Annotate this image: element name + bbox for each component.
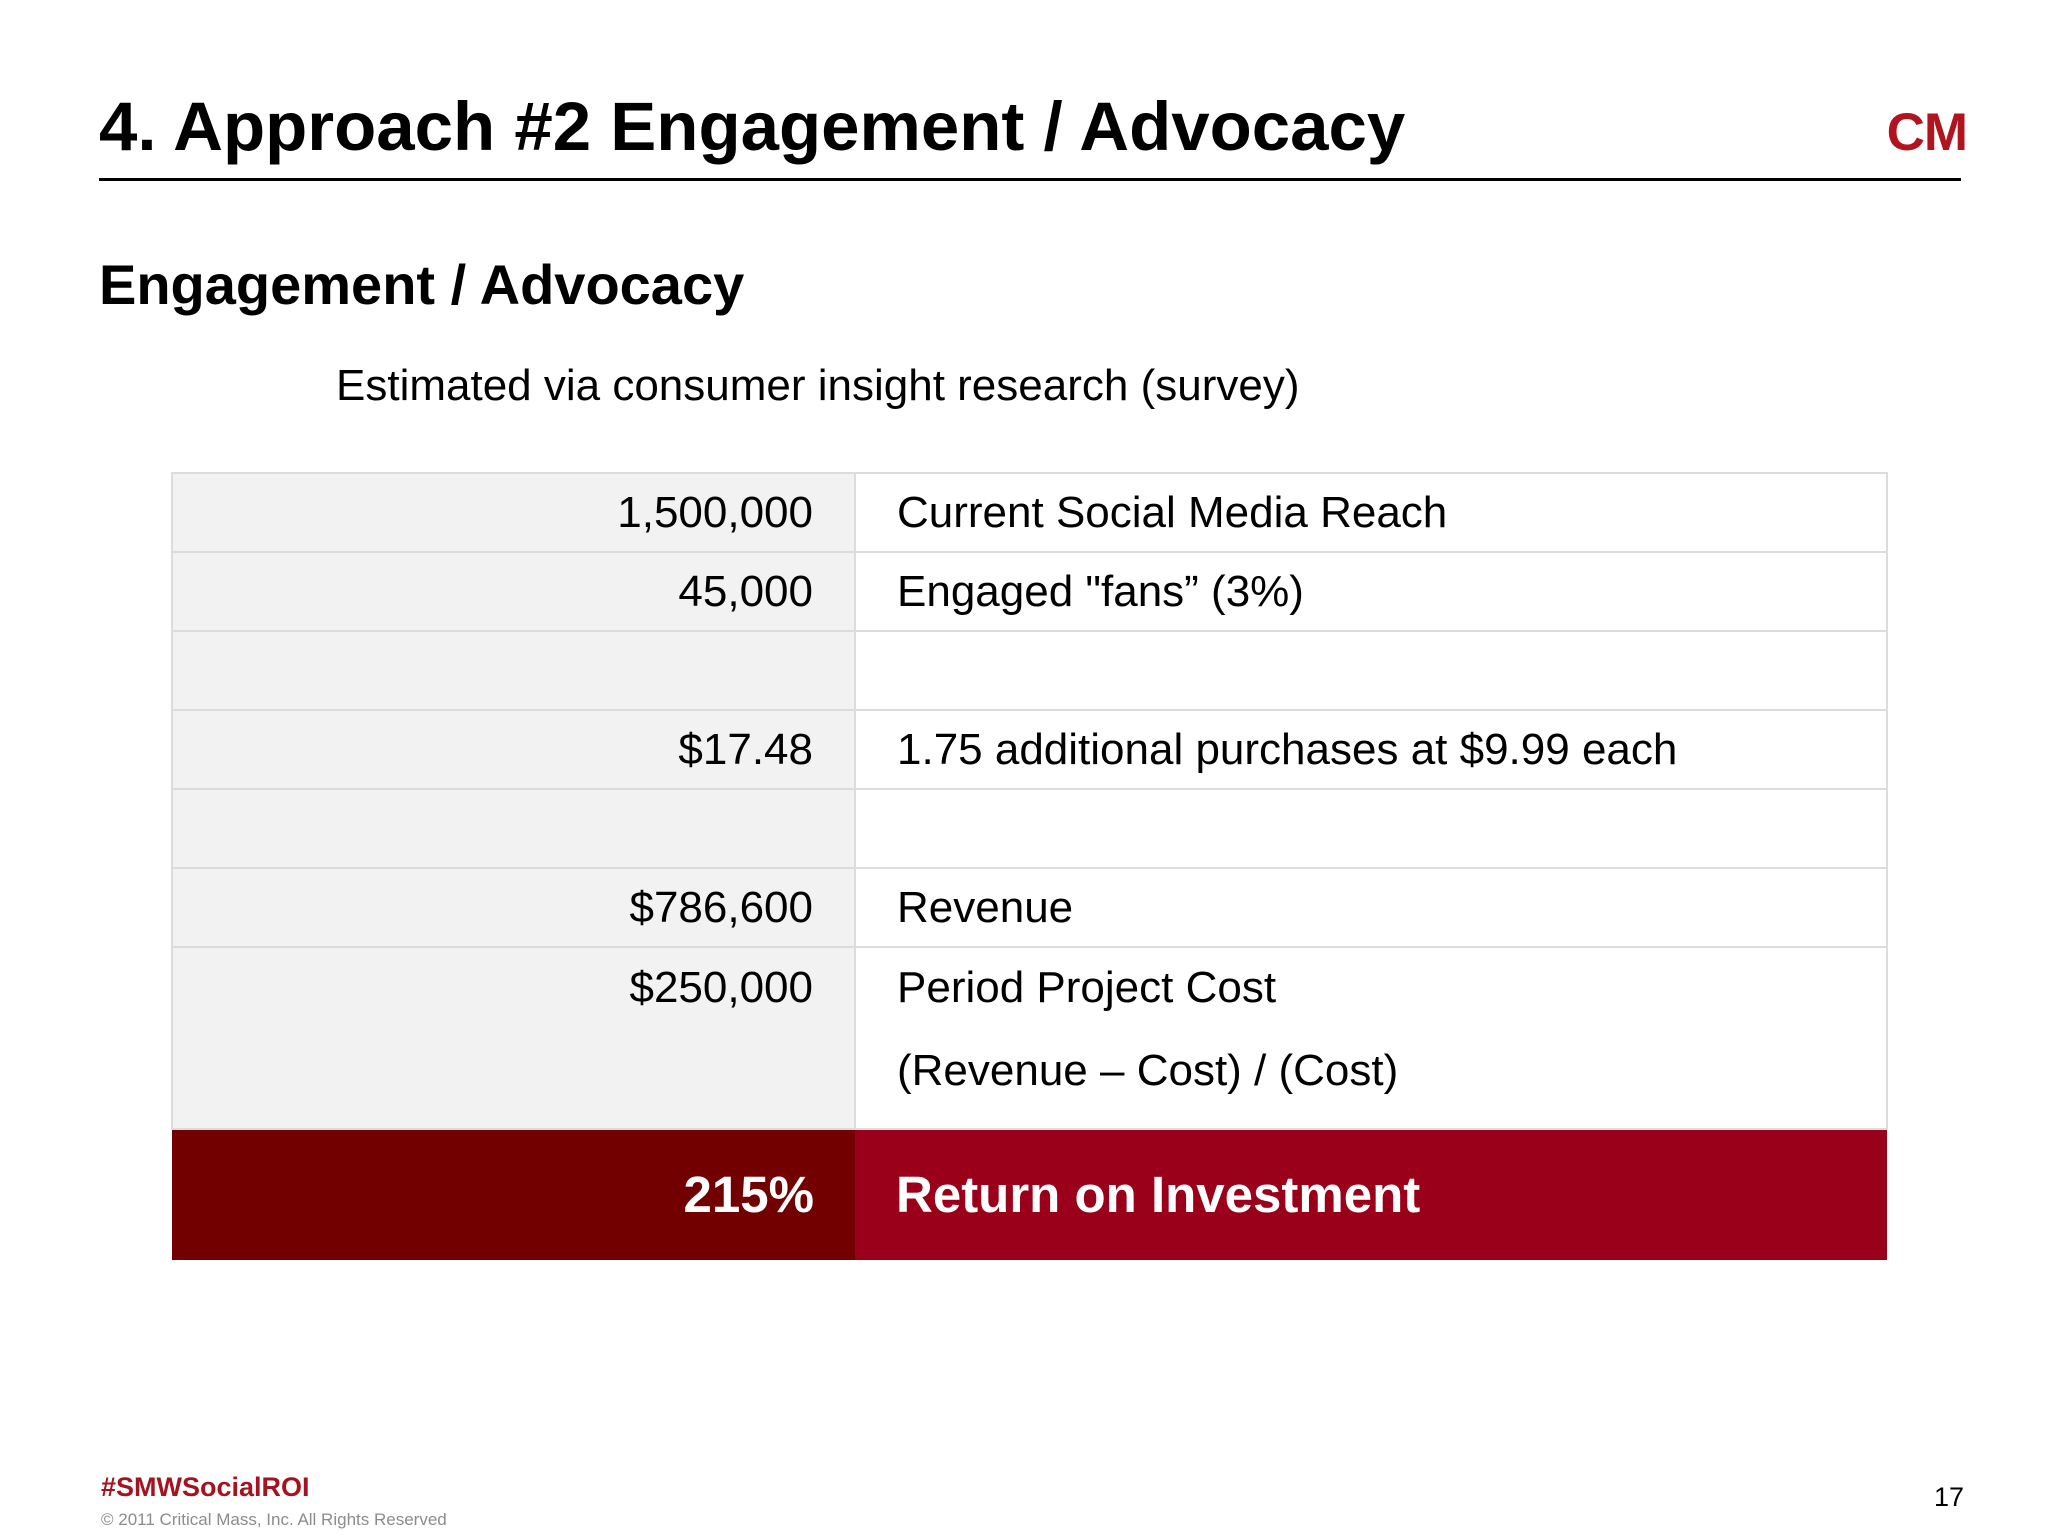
table-row [171, 630, 1888, 711]
footer-copyright: © 2011 Critical Mass, Inc. All Rights Re… [101, 1510, 447, 1529]
row-description: Current Social Media Reach [854, 472, 1888, 553]
section-subtitle: Estimated via consumer insight research … [336, 361, 1300, 410]
row-value: $786,600 [171, 867, 856, 948]
table-row [171, 788, 1888, 869]
roi-result-row: 215% Return on Investment [172, 1129, 1887, 1260]
row-value: 1,500,000 [171, 472, 856, 553]
row-value [171, 630, 856, 711]
roi-formula: (Revenue – Cost) / (Cost) [897, 1046, 1399, 1095]
table-row: $786,600 Revenue [171, 867, 1888, 948]
roi-label: Return on Investment [855, 1129, 1887, 1260]
row-value: $250,000 [171, 946, 856, 1130]
row-value: $17.48 [171, 709, 856, 790]
row-description: Revenue [854, 867, 1888, 948]
row-description [854, 630, 1888, 711]
table-row: 1,500,000 Current Social Media Reach [171, 472, 1888, 553]
row-description: Period Project Cost (Revenue – Cost) / (… [854, 946, 1888, 1130]
row-description [854, 788, 1888, 869]
roi-table: 1,500,000 Current Social Media Reach 45,… [171, 472, 1888, 1260]
title-divider [99, 178, 1961, 181]
row-value [171, 788, 856, 869]
table-row: $17.48 1.75 additional purchases at $9.9… [171, 709, 1888, 790]
row-description-text: Period Project Cost [897, 963, 1277, 1012]
critical-mass-logo: CM [1886, 103, 1968, 162]
row-value-text: $250,000 [629, 963, 813, 1012]
roi-value: 215% [172, 1129, 855, 1260]
row-description: 1.75 additional purchases at $9.99 each [854, 709, 1888, 790]
section-title: Engagement / Advocacy [99, 253, 745, 316]
footer-hashtag: #SMWSocialROI [101, 1472, 310, 1502]
row-description: Engaged "fans” (3%) [854, 551, 1888, 632]
row-value: 45,000 [171, 551, 856, 632]
page-number: 17 [1933, 1482, 1964, 1512]
table-row: $250,000 Period Project Cost (Revenue – … [171, 946, 1888, 1130]
table-row: 45,000 Engaged "fans” (3%) [171, 551, 1888, 632]
slide-title: 4. Approach #2 Engagement / Advocacy [99, 88, 1406, 165]
